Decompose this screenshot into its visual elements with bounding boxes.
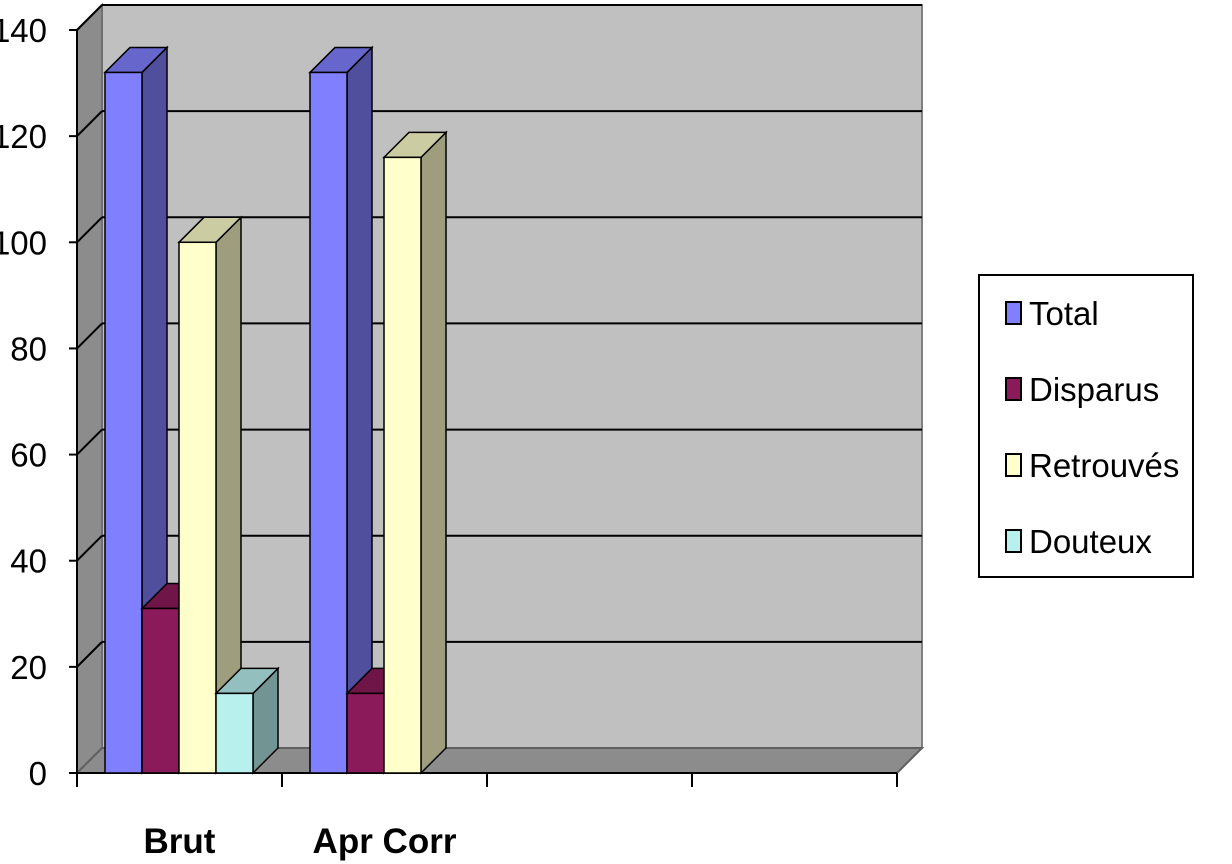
- legend-swatch: [1005, 453, 1022, 477]
- bars: [103, 45, 448, 775]
- y-tick-label: 0: [29, 755, 47, 792]
- legend-swatch: [1005, 529, 1022, 553]
- gridline-side: [76, 110, 103, 137]
- legend-swatch: [1005, 301, 1022, 325]
- legend-entry: Disparus: [1029, 371, 1159, 408]
- legend-swatch: [1005, 377, 1022, 401]
- legend-entry: Total: [1029, 295, 1099, 332]
- bar-front: [141, 607, 180, 774]
- bar-front: [309, 71, 348, 774]
- bar: [177, 215, 243, 775]
- bar-front: [215, 692, 254, 774]
- bar-front: [346, 692, 385, 774]
- bar-front: [383, 156, 422, 774]
- bar: [103, 45, 169, 775]
- bar-side: [420, 130, 447, 775]
- y-tick-label: 20: [10, 649, 47, 686]
- y-tick-label: 80: [10, 330, 47, 367]
- y-tick-label: 140: [0, 12, 47, 49]
- bar-front: [104, 71, 143, 774]
- side-wall: [76, 2, 103, 776]
- y-tick-label: 60: [10, 437, 47, 474]
- legend-entry: Douteux: [1029, 523, 1152, 560]
- gridline-side: [76, 428, 103, 456]
- gridline-side: [76, 216, 103, 243]
- bar-front: [178, 241, 217, 774]
- legend-entry: Retrouvés: [1029, 447, 1179, 484]
- bar: [308, 45, 374, 775]
- gridline-side: [76, 535, 103, 562]
- x-category-label: Apr Corr: [313, 822, 457, 861]
- bar-side: [346, 45, 373, 775]
- y-tick-label: 120: [0, 118, 47, 155]
- x-category-label: Brut: [144, 822, 216, 861]
- gridline-side: [76, 322, 103, 350]
- legend: Total Disparus Retrouvés Douteux: [978, 274, 1194, 578]
- y-tick-label: 100: [0, 224, 47, 261]
- axis-labels: 0 20 40 60 80 100 120 140 Brut Apr Corr: [0, 12, 457, 861]
- gridline-side: [76, 4, 103, 31]
- legend-box: [978, 274, 1194, 578]
- bar: [382, 130, 448, 775]
- y-tick-label: 40: [10, 543, 47, 580]
- gridline-side: [76, 641, 103, 668]
- bar: [214, 666, 280, 775]
